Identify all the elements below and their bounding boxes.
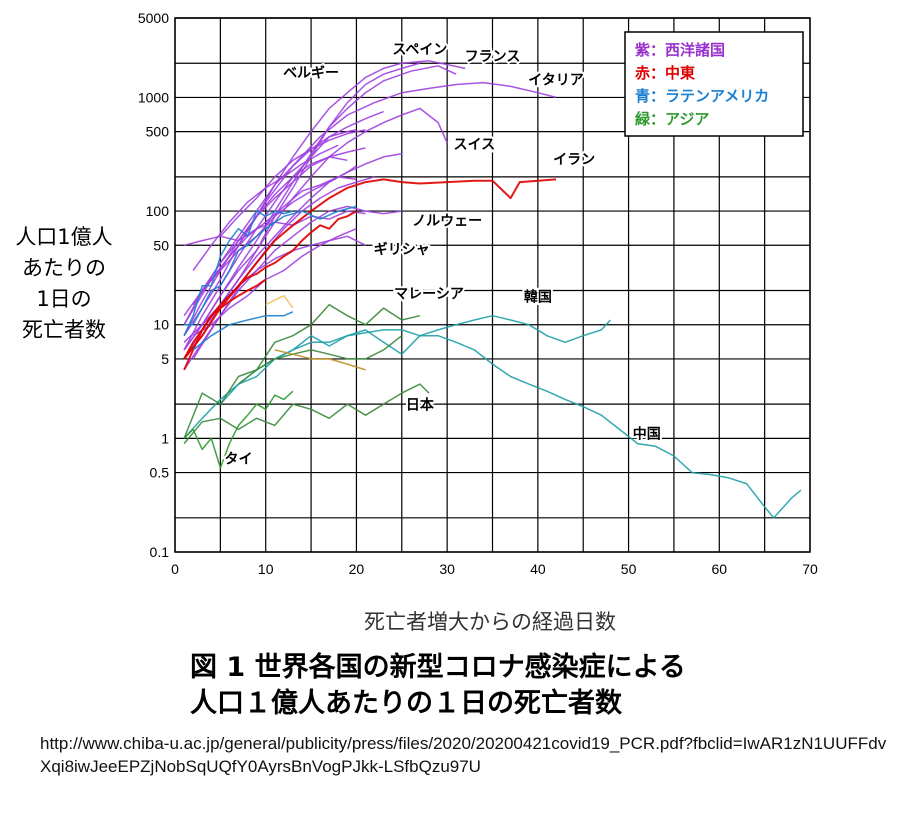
plot-frame [174,17,811,553]
legend-entry: 青：ラテンアメリカ [635,87,769,105]
x-tick-label: 10 [258,561,274,577]
y-tick-label: 1000 [138,89,169,105]
series-line-western [183,65,457,351]
y-axis-label-line: 人口1億人 [15,225,113,249]
figure-caption: 図 1 世界各国の新型コロナ感染症による 人口１億人あたりの１日の死亡者数 [190,650,870,722]
annotation-label: ノルウェー [412,213,482,229]
y-tick-label: 5000 [138,10,169,26]
series-line-western [192,176,357,306]
series-line-western [183,156,348,317]
series-line-latin-america [184,221,276,326]
x-tick-label: 0 [171,561,179,577]
series-line-asia [274,349,366,371]
series-line-asia [183,303,421,439]
annotation-label: 日本 [406,396,435,413]
x-tick-label: 70 [802,561,818,577]
x-tick-label: 60 [711,561,727,577]
series-line-asia [265,294,294,309]
chart-svg: 0 10 20 30 40 50 60 70 0.1 0.5 1 5 10 50 100 500 1000 500… [138,10,818,577]
annotation-label: イタリア [528,72,583,88]
y-axis-label: 人口1億人 あたりの 1日の 死亡者数 [4,222,124,346]
y-axis-label-line: 1日の [36,287,92,311]
y-tick-label: 1 [161,430,169,446]
y-tick-label: 0.1 [150,544,170,560]
figure-caption-line: 人口１億人あたりの１日の死亡者数 [190,688,622,719]
annotation-label: 中国 [633,425,661,442]
series-line-latin-america [265,205,357,230]
annotation-label: フランス [465,49,521,65]
series-line-western [192,176,375,360]
series-line-asia [183,390,294,469]
figure-caption-line: 図 1 世界各国の新型コロナ感染症による [190,652,686,683]
annotation-label: マレーシア [394,287,464,303]
series-line-western [183,147,366,337]
annotation-label: スペイン [392,42,447,58]
series-line-western [201,165,357,292]
legend-entry: 赤：中東 [635,64,695,82]
series-line-asia [183,383,430,445]
annotation-label: ギリシャ [374,241,430,258]
legend-box [624,31,804,137]
annotation-label: イラン [553,152,595,168]
annotation-label: 韓国 [524,289,552,306]
x-tick-label: 40 [530,561,546,577]
series-line-western [219,128,366,237]
series-line-middle-east [183,278,267,371]
y-tick-label: 0.5 [150,465,170,481]
y-tick-label: 5 [161,351,169,367]
y-axis-label-line: 死亡者数 [22,318,106,342]
series-line-western [183,81,557,326]
series-line-western [183,60,466,337]
y-axis-label-line: あたりの [22,256,106,280]
source-url[interactable]: http://www.chiba-u.ac.jp/general/publici… [40,734,887,776]
x-tick-label: 50 [621,561,637,577]
series-line-western [192,144,339,271]
series-line-asia [238,335,403,385]
x-axis-label: 死亡者増大からの経過日数 [364,610,616,634]
series-line-latin-america [183,210,294,337]
annotation-label: タイ [225,452,253,468]
series-group [183,60,802,519]
x-tick-label: 20 [349,561,365,577]
y-tick-label: 100 [146,203,170,219]
y-tick-label: 10 [153,317,169,333]
annotation-label: スイス [454,137,496,153]
x-tick-label: 30 [439,561,455,577]
y-tick-label: 50 [153,237,169,253]
y-tick-label: 500 [146,124,170,140]
legend-entry: 紫：西洋諸国 [635,41,725,59]
series-line-middle-east [183,178,557,360]
annotation-label: ベルギー [283,64,339,81]
series-line-latin-america [192,311,294,351]
legend-entry: 緑：アジア [635,110,709,128]
